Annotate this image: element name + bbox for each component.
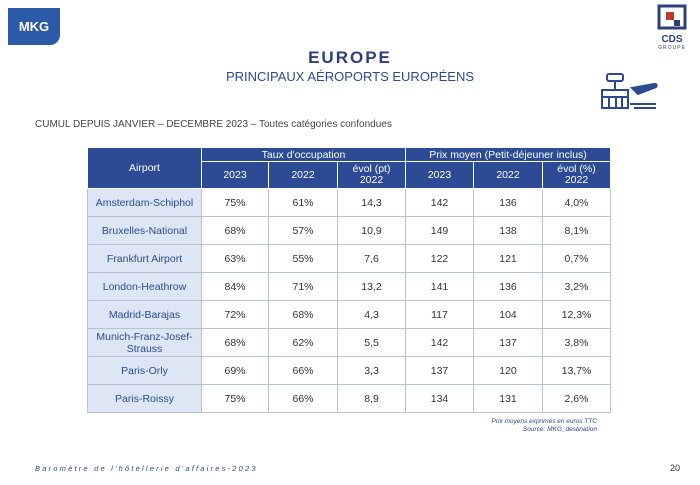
cell: 10,9 [337,216,406,245]
cell: 68% [201,328,269,357]
cell: 122 [405,244,474,273]
cell: 136 [473,188,543,217]
cell: 138 [473,216,543,245]
cell: 14,3 [337,188,406,217]
cell: 84% [201,272,269,301]
cell: 72% [201,300,269,329]
group-header: Taux d'occupation [201,147,406,162]
column-header: évol (%) 2022 [542,161,611,189]
cell: 61% [268,188,338,217]
partner-logo: CDS GROUPE [652,4,692,51]
cell: 8,9 [337,384,406,413]
cell: 0,7% [542,244,611,273]
cell: 63% [201,244,269,273]
cell: 141 [405,272,474,301]
header-row: 2023 2022 évol (pt) 2022 2023 2022 évol (%) 2… [88,161,611,189]
cell: 68% [268,300,338,329]
cell: 69% [201,356,269,385]
note: Prix moyens exprimés en euros TTC [491,418,597,425]
header-row: Airport Taux d'occupation Prix moyen (Peti… [87,147,611,189]
airport-name: Frankfurt Airport [87,244,202,273]
header-cell: Airport [87,147,202,189]
cell: 13,2 [337,272,406,301]
cell: 71% [268,272,338,301]
cell: 4,3 [337,300,406,329]
cell: 3,2% [542,272,611,301]
group-header: Prix moyen (Petit-déjeuner inclus) [405,147,611,162]
subtitle: PRINCIPAUX AÉROPORTS EUROPÉENS [225,69,475,84]
cell: 120 [473,356,543,385]
table: Airport Taux d'occupation Prix moyen (Peti… [87,147,611,413]
table-row: Bruxelles-National 68% 57% 10,9 149 138 8,1% [87,216,611,245]
airport-name: Amsterdam-Schiphol [87,188,202,217]
cell: 66% [268,356,338,385]
cell: 134 [405,384,474,413]
cell: 104 [473,300,543,329]
title: EUROPE [308,48,392,67]
cell: 149 [405,216,474,245]
table-row: Paris-Orly 69% 66% 3,3 137 120 13,7% [87,356,611,385]
cell: 13,7% [542,356,611,385]
airport-icon [601,73,658,109]
cell: 137 [473,328,543,357]
page-number: 20 [670,463,681,473]
cell: 3,8% [542,328,611,357]
column-header: 2023 [405,161,474,189]
table-row: Amsterdam-Schiphol 75% 61% 14,3 142 136 4,0% [87,188,611,217]
cell: 8,1% [542,216,611,245]
airport-name: Madrid-Barajas [87,300,202,329]
airport-name: Paris-Roissy [87,384,202,413]
cell: 12,3% [542,300,611,329]
logo: MKG [8,8,60,45]
table-row: Frankfurt Airport 63% 55% 7,6 122 121 0,7% [87,244,611,273]
column-header: 2022 [473,161,543,189]
partner-sub: GROUPE [658,45,686,51]
footer: Baromètre de l'hôtellerie d'affaires-202… [35,464,258,473]
cell: 68% [201,216,269,245]
cell: 66% [268,384,338,413]
cell: 75% [201,188,269,217]
airport-name: London-Heathrow [87,272,202,301]
airport-name: Bruxelles-National [87,216,202,245]
airport-name: Paris-Orly [87,356,202,385]
table-row: Munich-Franz-Josef-Strauss 68% 62% 5,5 142 13… [87,328,611,357]
table-row: Madrid-Barajas 72% 68% 4,3 117 104 12,3% [87,300,611,329]
partner-name: CDS [661,34,683,45]
cell: 3,3 [337,356,406,385]
table-row: Paris-Roissy 75% 66% 8,9 134 131 2,6% [87,384,611,413]
cell: 62% [268,328,338,357]
column-header: 2023 [201,161,269,189]
cell: 142 [405,188,474,217]
cell: 4,0% [542,188,611,217]
cell: 75% [201,384,269,413]
cell: 121 [473,244,543,273]
column-header: 2022 [268,161,338,189]
cell: 7,6 [337,244,406,273]
cell: 137 [405,356,474,385]
cell: 2,6% [542,384,611,413]
caption: CUMUL DEPUIS JANVIER – DECEMBRE 2023 – T… [35,119,392,130]
column-header: évol (pt) 2022 [337,161,406,189]
cell: 55% [268,244,338,273]
cell: 5,5 [337,328,406,357]
table-row: London-Heathrow 84% 71% 13,2 141 136 3,2% [87,272,611,301]
cell: 117 [405,300,474,329]
cell: 57% [268,216,338,245]
cell: 136 [473,272,543,301]
partner-icon [657,4,687,30]
airport-name: Munich-Franz-Josef-Strauss [87,328,202,357]
cell: 142 [405,328,474,357]
note: Source: MKG_destination [522,426,597,433]
cell: 131 [473,384,543,413]
